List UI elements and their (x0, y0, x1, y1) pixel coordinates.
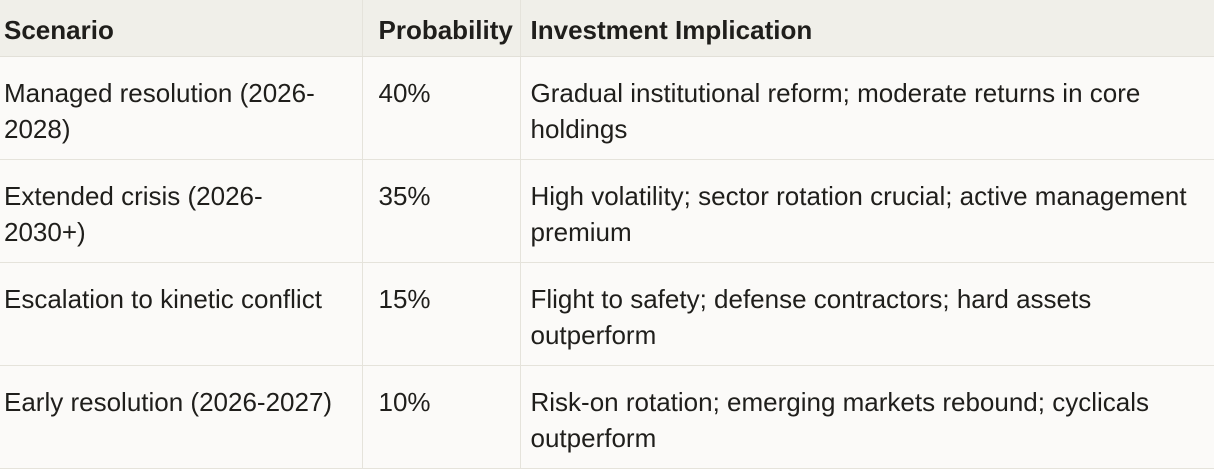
header-row: Scenario Probability Investment Implicat… (0, 0, 1214, 57)
scenario-cell: Managed resolution (2026-2028) (0, 56, 362, 160)
implication-cell: High volatility; sector rotation crucial… (519, 159, 1214, 263)
scenario-cell: Escalation to kinetic conflict (0, 262, 362, 366)
table-row: Escalation to kinetic conflict 15% Fligh… (0, 262, 1214, 366)
scenario-cell: Early resolution (2026-2027) (0, 365, 362, 469)
scenario-cell: Extended crisis (2026-2030+) (0, 159, 362, 263)
table-row: Early resolution (2026-2027) 10% Risk-on… (0, 365, 1214, 469)
table-row: Extended crisis (2026-2030+) 35% High vo… (0, 159, 1214, 263)
probability-cell: 40% (361, 56, 520, 160)
column-header-probability: Probability (361, 0, 520, 57)
column-header-investment-implication: Investment Implication (519, 0, 1214, 57)
table-row: Managed resolution (2026-2028) 40% Gradu… (0, 56, 1214, 160)
probability-cell: 35% (361, 159, 520, 263)
probability-cell: 10% (361, 365, 520, 469)
implication-cell: Risk-on rotation; emerging markets rebou… (519, 365, 1214, 469)
column-header-scenario: Scenario (0, 0, 362, 57)
probability-cell: 15% (361, 262, 520, 366)
implication-cell: Flight to safety; defense contractors; h… (519, 262, 1214, 366)
implication-cell: Gradual institutional reform; moderate r… (519, 56, 1214, 160)
